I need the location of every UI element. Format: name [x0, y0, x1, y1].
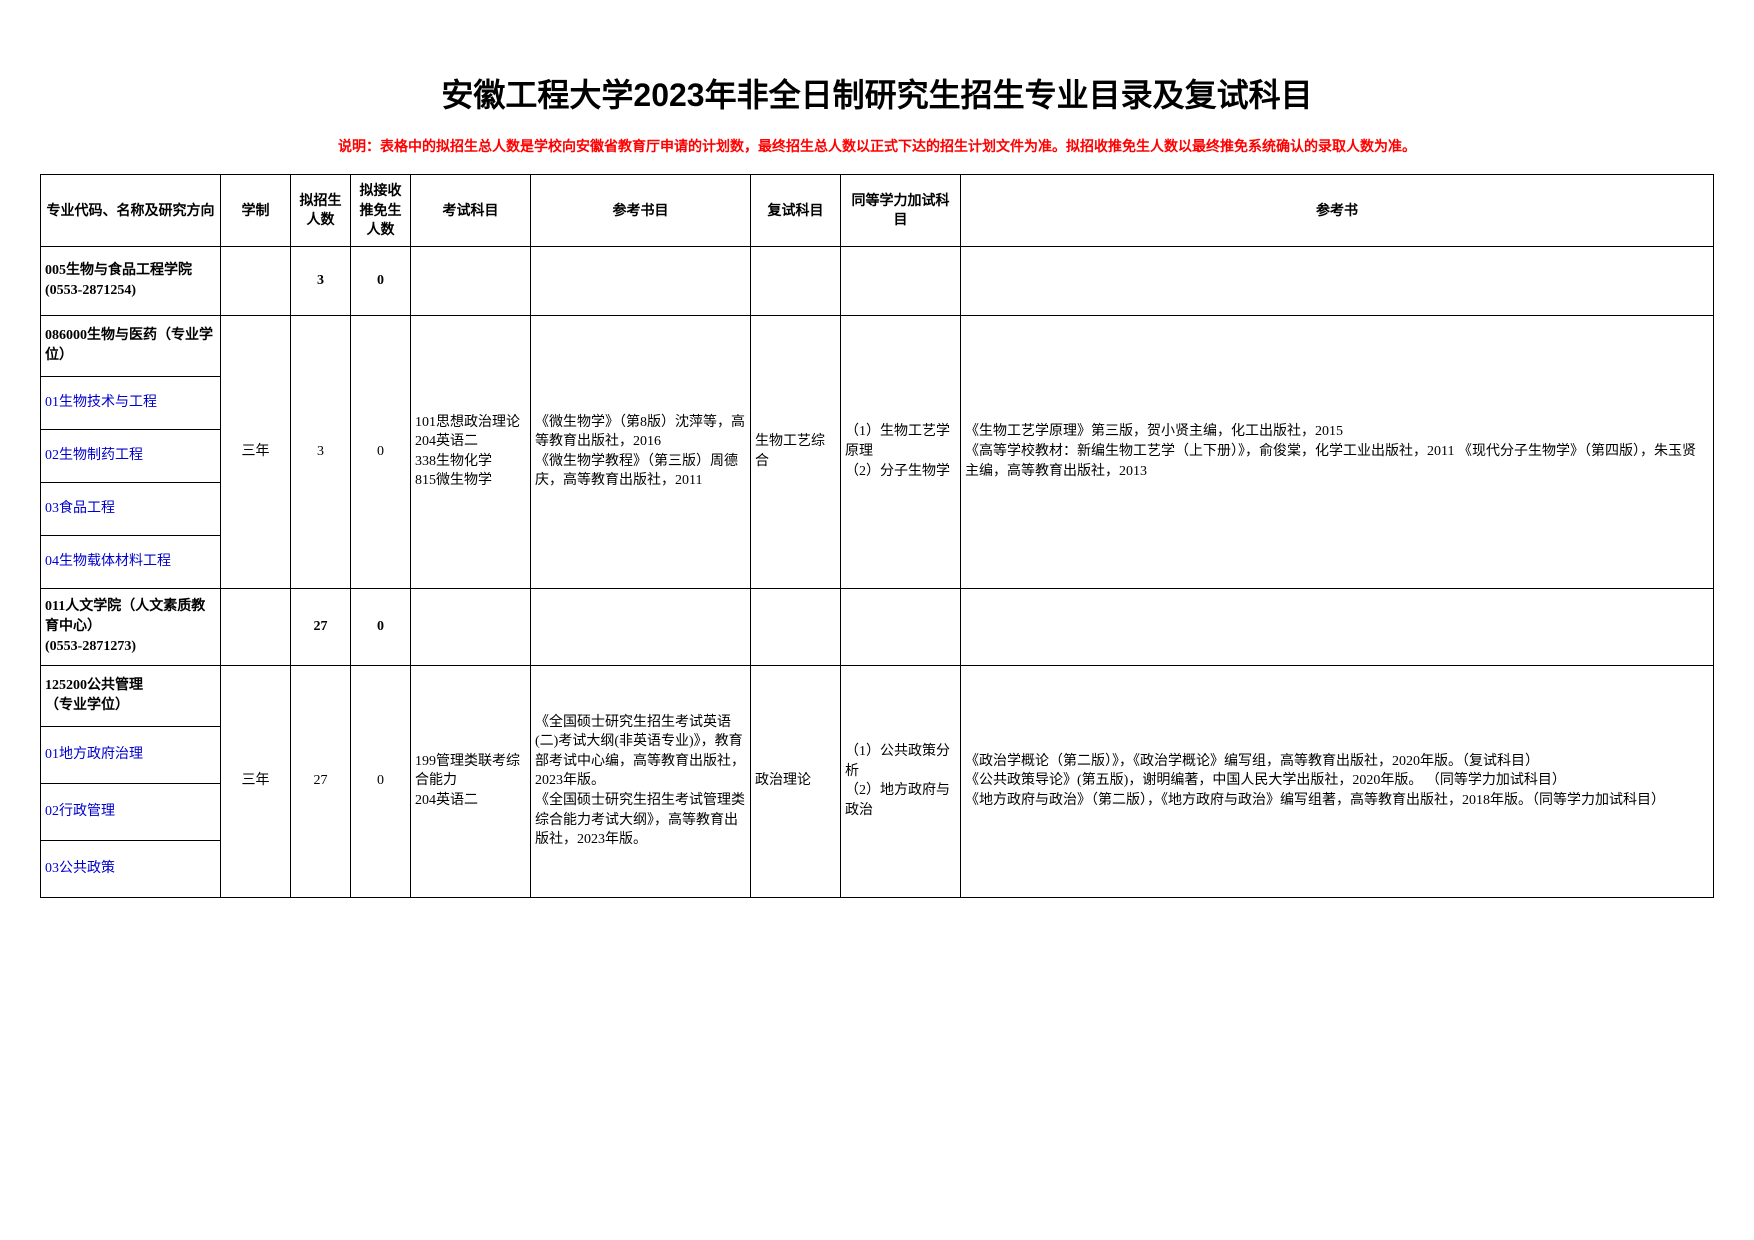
cell	[841, 588, 961, 665]
cell: 02生物制药工程	[41, 429, 221, 482]
cell: 101思想政治理论 204英语二 338生物化学 815微生物学	[411, 315, 531, 588]
cell	[531, 588, 751, 665]
cell: 27	[291, 588, 351, 665]
cell: 3	[291, 315, 351, 588]
cell	[841, 246, 961, 315]
cell: 01生物技术与工程	[41, 376, 221, 429]
col-header: 拟招生人数	[291, 175, 351, 247]
col-header: 同等学力加试科目	[841, 175, 961, 247]
table-row: 011人文学院（人文素质教育中心） (0553-2871273) 27 0	[41, 588, 1714, 665]
cell: （1）生物工艺学原理 （2）分子生物学	[841, 315, 961, 588]
dept-cell: 011人文学院（人文素质教育中心） (0553-2871273)	[41, 588, 221, 665]
cell: 01地方政府治理	[41, 726, 221, 783]
cell: 《政治学概论（第二版）》，《政治学概论》编写组，高等教育出版社，2020年版。（…	[961, 665, 1714, 897]
main-table: 专业代码、名称及研究方向 学制 拟招生人数 拟接收推免生人数 考试科目 参考书目…	[40, 174, 1714, 898]
cell: 04生物载体材料工程	[41, 535, 221, 588]
col-header: 学制	[221, 175, 291, 247]
cell: 生物工艺综合	[751, 315, 841, 588]
dept-cell: 005生物与食品工程学院 (0553-2871254)	[41, 246, 221, 315]
table-row: 125200公共管理 （专业学位） 三年 27 0 199管理类联考综合能力 2…	[41, 665, 1714, 726]
col-header: 参考书	[961, 175, 1714, 247]
col-header: 专业代码、名称及研究方向	[41, 175, 221, 247]
cell: 《全国硕士研究生招生考试英语(二)考试大纲(非英语专业)》，教育部考试中心编，高…	[531, 665, 751, 897]
cell: 3	[291, 246, 351, 315]
cell	[531, 246, 751, 315]
cell: 086000生物与医药（专业学位）	[41, 315, 221, 376]
col-header: 参考书目	[531, 175, 751, 247]
cell: 199管理类联考综合能力 204英语二	[411, 665, 531, 897]
col-header: 拟接收推免生人数	[351, 175, 411, 247]
col-header: 考试科目	[411, 175, 531, 247]
cell	[751, 588, 841, 665]
cell: 《生物工艺学原理》第三版，贺小贤主编，化工出版社，2015 《高等学校教材：新编…	[961, 315, 1714, 588]
cell	[221, 246, 291, 315]
table-row: 005生物与食品工程学院 (0553-2871254) 3 0	[41, 246, 1714, 315]
cell: 三年	[221, 665, 291, 897]
cell	[961, 588, 1714, 665]
cell: 02行政管理	[41, 783, 221, 840]
page-note: 说明：表格中的拟招生总人数是学校向安徽省教育厅申请的计划数，最终招生总人数以正式…	[40, 136, 1714, 156]
table-row: 086000生物与医药（专业学位） 三年 3 0 101思想政治理论 204英语…	[41, 315, 1714, 376]
cell: 27	[291, 665, 351, 897]
cell	[751, 246, 841, 315]
cell: （1）公共政策分析 （2）地方政府与政治	[841, 665, 961, 897]
cell: 125200公共管理 （专业学位）	[41, 665, 221, 726]
cell	[411, 588, 531, 665]
cell: 政治理论	[751, 665, 841, 897]
cell: 三年	[221, 315, 291, 588]
table-header-row: 专业代码、名称及研究方向 学制 拟招生人数 拟接收推免生人数 考试科目 参考书目…	[41, 175, 1714, 247]
cell: 0	[351, 315, 411, 588]
cell: 《微生物学》（第8版）沈萍等，高等教育出版社，2016 《微生物学教程》（第三版…	[531, 315, 751, 588]
cell: 0	[351, 246, 411, 315]
cell	[221, 588, 291, 665]
cell: 0	[351, 588, 411, 665]
col-header: 复试科目	[751, 175, 841, 247]
cell	[411, 246, 531, 315]
cell	[961, 246, 1714, 315]
cell: 03食品工程	[41, 482, 221, 535]
cell: 03公共政策	[41, 840, 221, 897]
page-title: 安徽工程大学2023年非全日制研究生招生专业目录及复试科目	[40, 70, 1714, 116]
cell: 0	[351, 665, 411, 897]
